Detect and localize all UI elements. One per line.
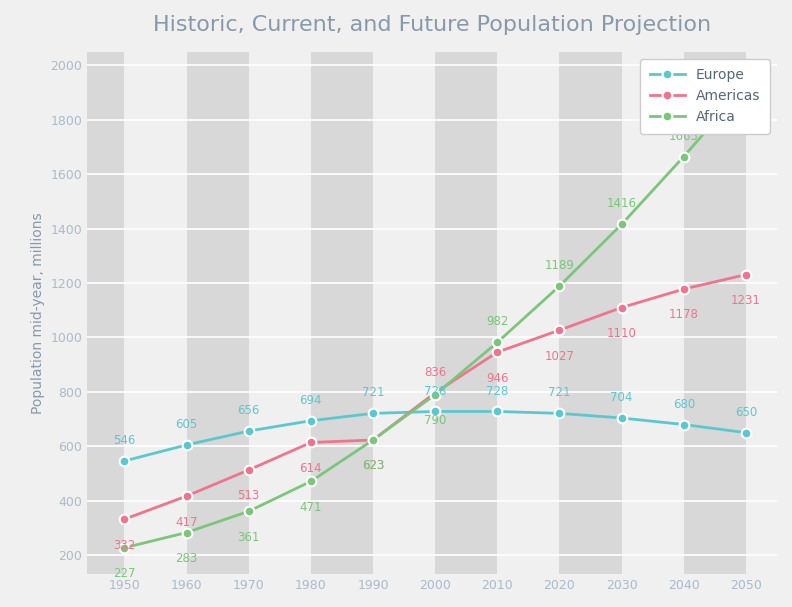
Americas	[430, 389, 440, 396]
Africa	[182, 529, 192, 536]
Africa	[430, 391, 440, 398]
Americas	[182, 492, 192, 500]
Bar	[311, 52, 373, 574]
Bar	[746, 52, 783, 574]
Text: 1927: 1927	[731, 58, 761, 72]
Text: 623: 623	[362, 459, 384, 472]
Text: 1665: 1665	[668, 130, 699, 143]
Bar	[622, 52, 683, 574]
Europe	[554, 410, 564, 417]
Europe	[679, 421, 688, 428]
Africa	[307, 478, 316, 485]
Y-axis label: Population mid-year, millions: Population mid-year, millions	[31, 212, 45, 414]
Africa	[493, 339, 502, 346]
Text: 1027: 1027	[545, 350, 574, 362]
Text: 605: 605	[176, 418, 198, 431]
Bar	[559, 52, 622, 574]
Text: 623: 623	[362, 459, 384, 472]
Africa	[741, 82, 751, 89]
Americas	[554, 327, 564, 334]
Americas	[307, 439, 316, 446]
Europe	[741, 429, 751, 436]
Text: 728: 728	[424, 385, 447, 398]
Bar	[87, 52, 124, 574]
Americas	[617, 304, 626, 311]
Text: 721: 721	[362, 387, 384, 399]
Text: 1231: 1231	[731, 294, 761, 307]
Bar	[435, 52, 497, 574]
Text: 946: 946	[486, 371, 508, 385]
Europe	[307, 417, 316, 424]
Text: 614: 614	[299, 462, 322, 475]
Americas	[679, 285, 688, 293]
Text: 1416: 1416	[607, 197, 637, 211]
Text: 546: 546	[113, 434, 135, 447]
Africa	[554, 282, 564, 290]
Africa	[244, 507, 253, 515]
Europe	[617, 415, 626, 422]
Africa	[679, 153, 688, 160]
Text: 227: 227	[113, 567, 135, 580]
Text: 361: 361	[238, 531, 260, 544]
Bar	[249, 52, 311, 574]
Bar	[124, 52, 187, 574]
Africa	[368, 436, 378, 444]
Text: 1189: 1189	[545, 259, 574, 272]
Text: 982: 982	[486, 316, 508, 328]
Europe	[182, 441, 192, 449]
Text: 704: 704	[611, 391, 633, 404]
Title: Historic, Current, and Future Population Projection: Historic, Current, and Future Population…	[153, 15, 711, 35]
Africa	[617, 221, 626, 228]
Americas	[493, 348, 502, 356]
Bar	[373, 52, 435, 574]
Text: 283: 283	[176, 552, 198, 565]
Europe	[493, 408, 502, 415]
Line: Americas: Americas	[120, 270, 751, 524]
Text: 728: 728	[486, 385, 508, 398]
Text: 721: 721	[548, 387, 571, 399]
Text: 1110: 1110	[607, 327, 637, 340]
Text: 417: 417	[175, 515, 198, 529]
Text: 680: 680	[672, 398, 695, 410]
Americas	[244, 466, 253, 473]
Europe	[430, 408, 440, 415]
Americas	[120, 515, 129, 523]
Line: Africa: Africa	[120, 81, 751, 552]
Legend: Europe, Americas, Africa: Europe, Americas, Africa	[640, 59, 770, 134]
Text: 471: 471	[299, 501, 322, 514]
Text: 513: 513	[238, 489, 260, 503]
Bar	[187, 52, 249, 574]
Europe	[244, 427, 253, 435]
Bar	[683, 52, 746, 574]
Europe	[368, 410, 378, 417]
Africa	[120, 544, 129, 551]
Europe	[120, 457, 129, 464]
Text: 836: 836	[424, 366, 447, 379]
Line: Europe: Europe	[120, 407, 751, 466]
Americas	[368, 436, 378, 444]
Text: 656: 656	[238, 404, 260, 417]
Text: 790: 790	[424, 414, 447, 427]
Text: 332: 332	[113, 538, 135, 552]
Text: 1178: 1178	[668, 308, 699, 322]
Americas	[741, 271, 751, 278]
Text: 650: 650	[735, 406, 757, 419]
Bar	[497, 52, 559, 574]
Text: 694: 694	[299, 394, 322, 407]
